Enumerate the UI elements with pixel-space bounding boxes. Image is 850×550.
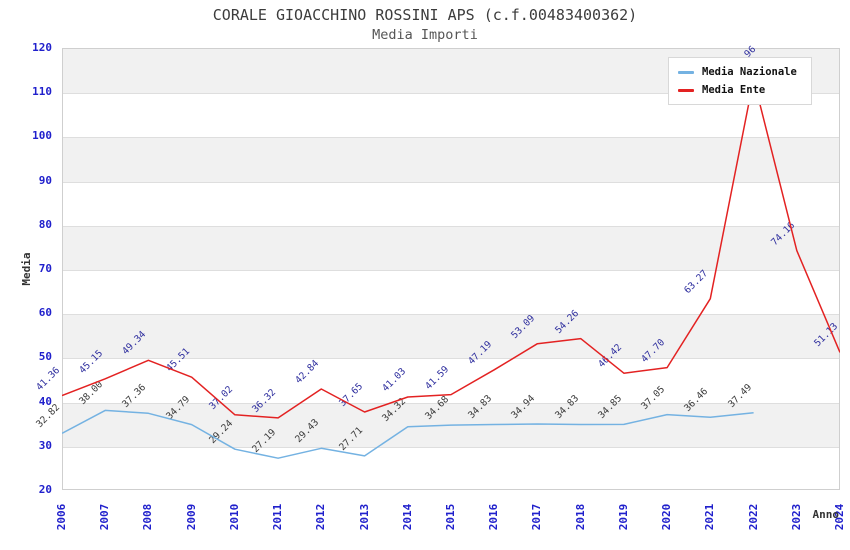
series-line-media-ente [62, 78, 840, 419]
x-tick-label: 2009 [184, 503, 198, 531]
y-tick-label: 50 [38, 350, 52, 364]
x-tick-label: 2011 [271, 503, 285, 531]
x-tick-label: 2015 [444, 503, 457, 531]
x-tick-label: 2018 [573, 503, 587, 531]
x-tick-label: 2008 [141, 503, 155, 531]
y-tick-label: 20 [38, 483, 52, 496]
y-tick-label: 30 [38, 438, 52, 452]
x-tick-label: 2012 [314, 503, 328, 531]
decade-band [63, 137, 839, 182]
gridline [63, 137, 839, 139]
chart-subtitle: Media Importi [372, 27, 478, 43]
x-tick-label: 2007 [98, 503, 112, 531]
x-tick-label: 2016 [487, 503, 501, 531]
gridline [63, 270, 839, 271]
y-tick-label: 120 [32, 41, 52, 54]
y-tick-label: 100 [32, 129, 52, 143]
gridline [63, 358, 839, 360]
y-axis-title: Media [20, 252, 33, 286]
x-tick-label: 2022 [746, 503, 760, 531]
gridline [63, 181, 839, 183]
media-ente-line-swatch [678, 88, 694, 92]
legend-item-media-ente: Media Ente [678, 84, 802, 96]
y-tick-label: 80 [38, 217, 52, 231]
gridline [63, 93, 839, 95]
media-nazionale-line-swatch [678, 70, 694, 74]
series-line-media-nazionale [62, 409, 754, 459]
series-lines [62, 78, 840, 459]
gridline [63, 225, 839, 227]
x-tick-label: 2014 [400, 503, 414, 531]
x-tick-label: 2021 [703, 503, 717, 531]
legend: Media Nazionale Media Ente [668, 57, 812, 105]
gridline [63, 446, 839, 448]
gridline [63, 314, 839, 316]
decade-band [63, 225, 839, 270]
legend-label-media-nazionale: Media Nazionale [702, 66, 797, 78]
x-axis-title: Anno [812, 508, 840, 521]
x-tick-label: 2017 [530, 503, 544, 531]
y-tick-label: 60 [38, 306, 52, 320]
plot-area [62, 48, 840, 490]
y-tick-label: 70 [38, 262, 52, 275]
x-tick-label: 2006 [55, 503, 68, 531]
x-tick-label: 2020 [660, 503, 674, 531]
x-tick-label: 2013 [357, 503, 371, 531]
y-tick-label: 40 [38, 394, 52, 408]
x-tick-label: 2010 [227, 503, 241, 531]
data-label: 41.36 [34, 364, 63, 393]
x-tick-label: 2019 [616, 503, 630, 531]
gridline [63, 402, 839, 404]
chart-title: CORALE GIOACCHINO ROSSINI APS (c.f.00483… [212, 6, 638, 24]
legend-label-media-ente: Media Ente [702, 84, 766, 96]
decade-band [63, 314, 839, 359]
legend-item-media-nazionale: Media Nazionale [678, 66, 802, 78]
y-tick-label: 90 [38, 173, 52, 187]
y-tick-label: 110 [32, 85, 52, 99]
